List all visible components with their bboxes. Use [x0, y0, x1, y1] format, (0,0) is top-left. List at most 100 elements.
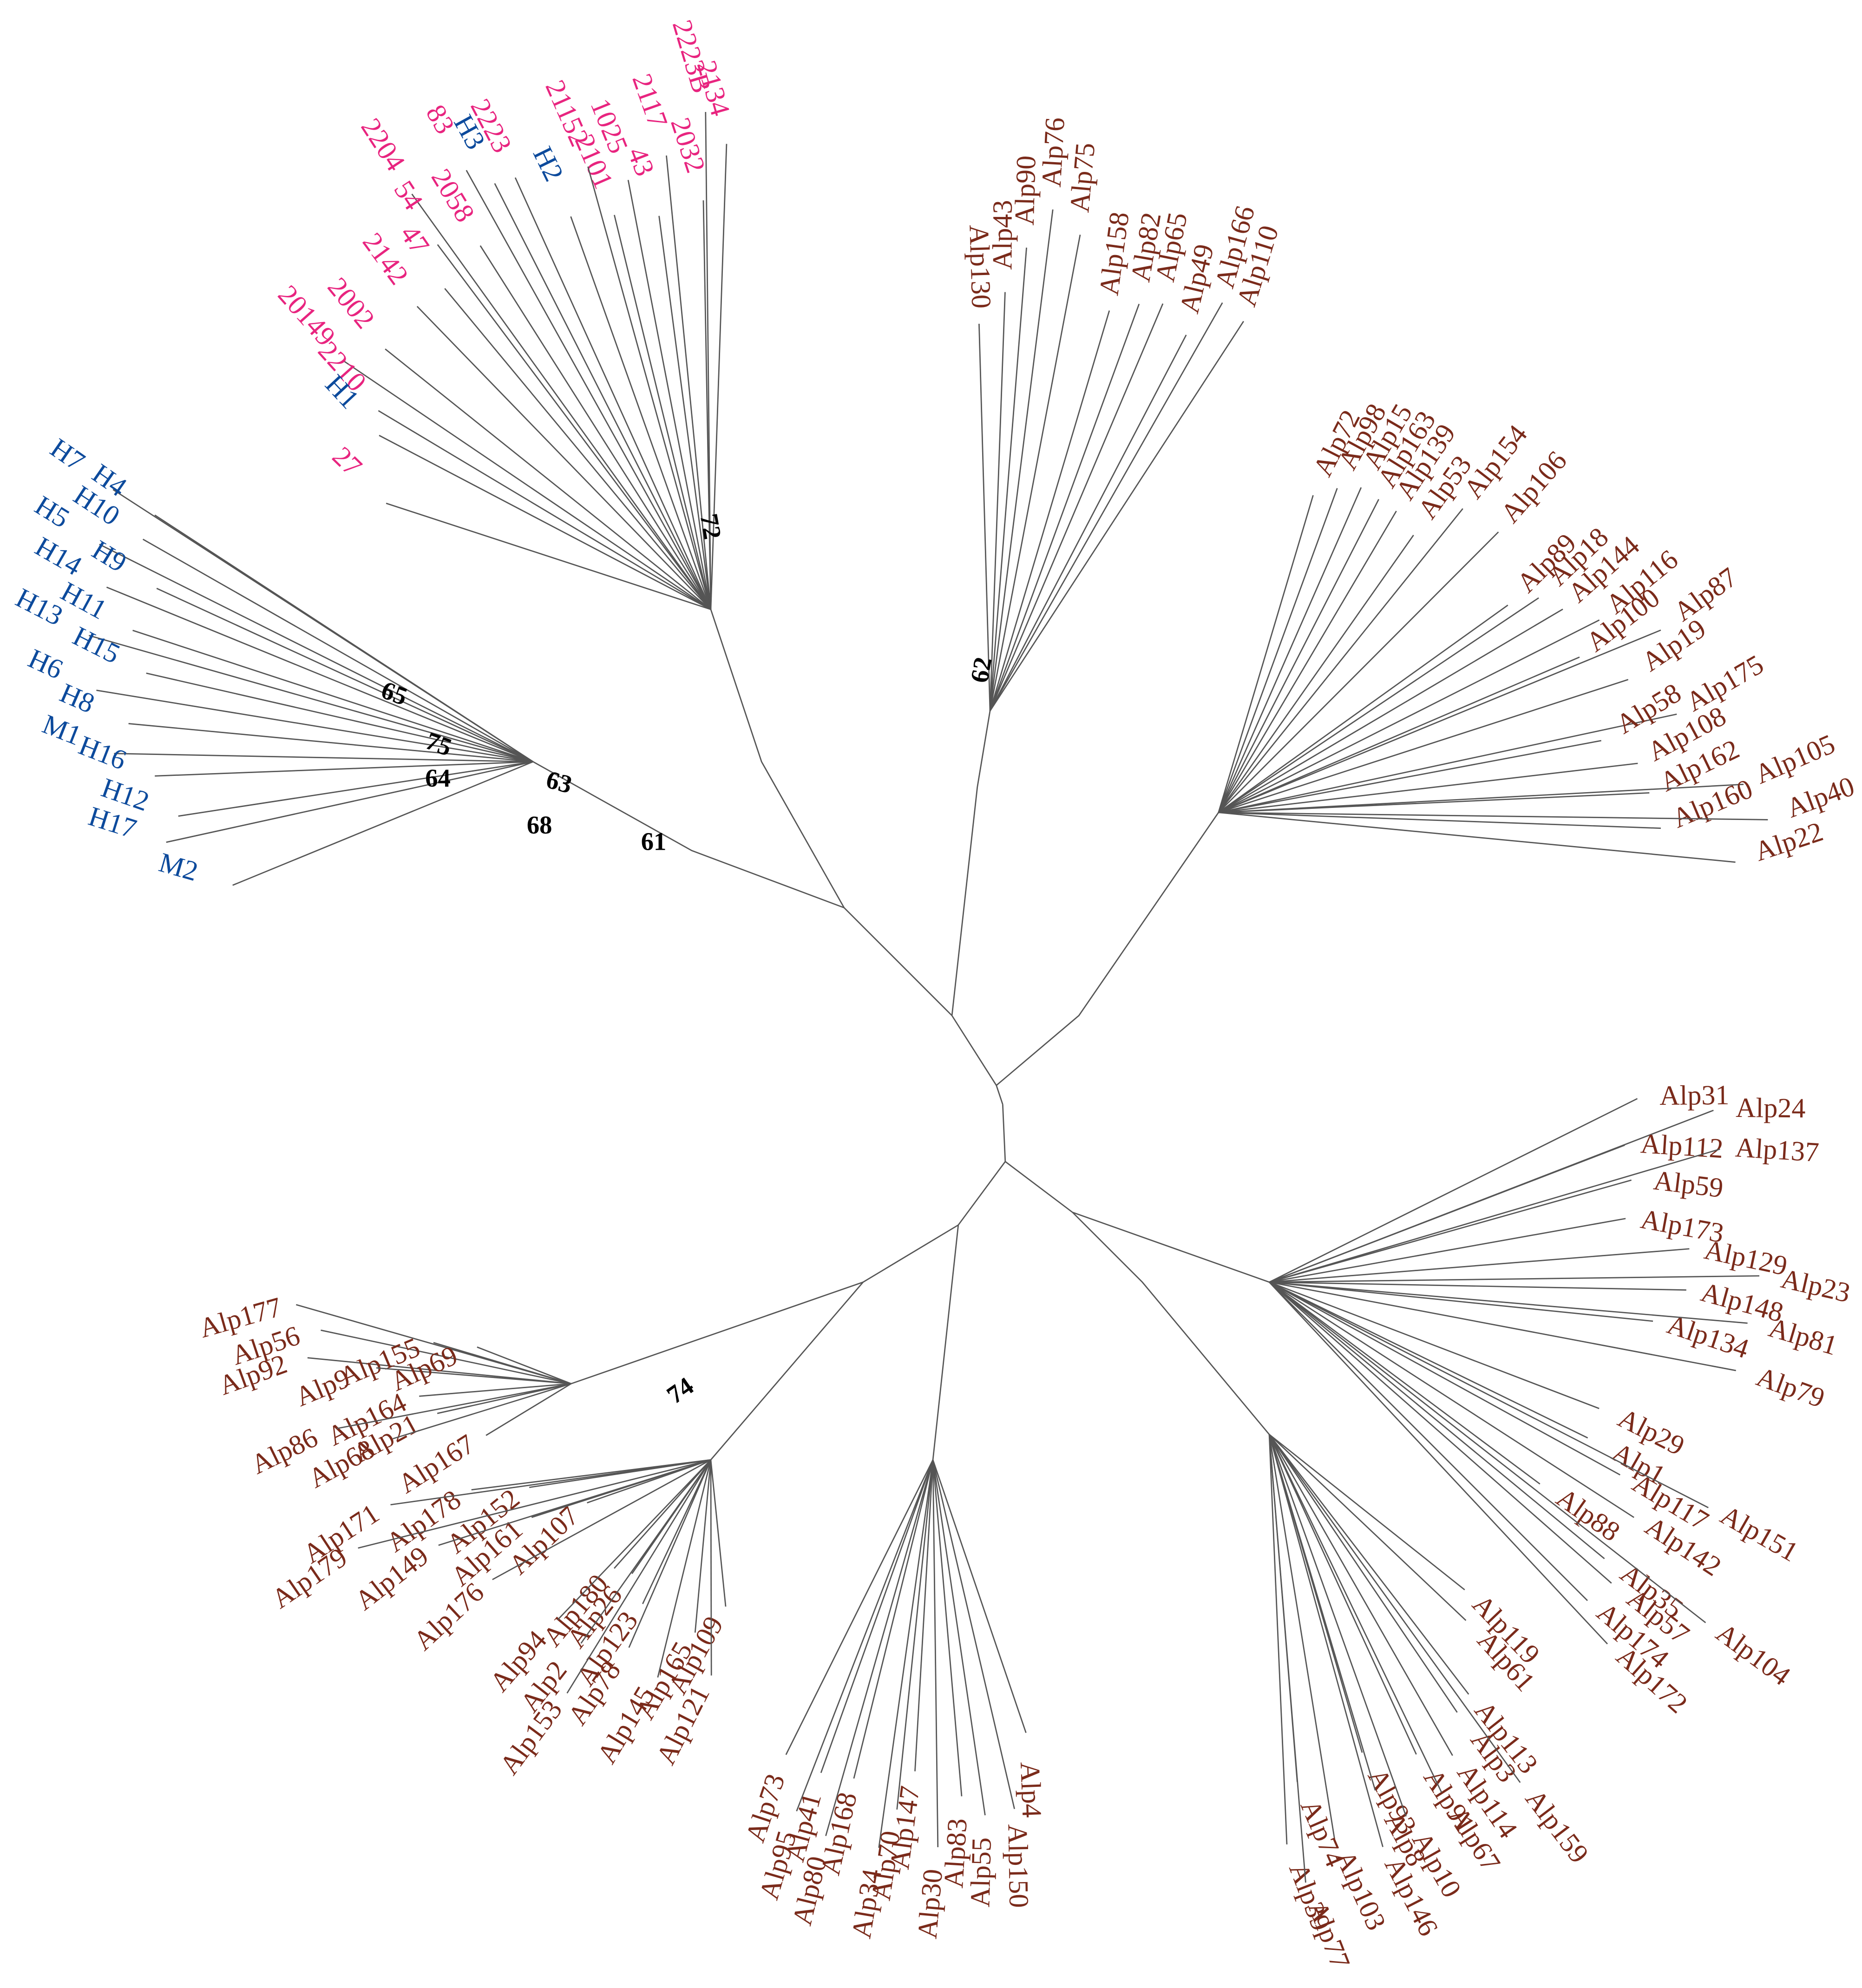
- branch: [514, 177, 712, 610]
- branch: [1218, 604, 1508, 813]
- branch: [989, 310, 1110, 711]
- branch: [1268, 1434, 1376, 1791]
- branch: [1218, 608, 1563, 813]
- branch: [128, 723, 533, 762]
- branch: [702, 200, 712, 610]
- branch: [358, 1459, 711, 1549]
- leaf-label: Alp9: [291, 1362, 354, 1412]
- branch: [485, 1383, 572, 1436]
- branch: [166, 761, 533, 843]
- leaf-label: H16: [74, 730, 131, 776]
- leaf-label: H2: [527, 142, 570, 186]
- branch: [146, 672, 533, 762]
- branch: [437, 1383, 571, 1414]
- leaf-label: 27: [326, 440, 368, 482]
- branch: [587, 166, 712, 610]
- bootstrap-value: 72: [695, 512, 728, 541]
- branch: [657, 1459, 712, 1678]
- branch: [1269, 1281, 1605, 1560]
- leaf-label: M2: [156, 847, 202, 887]
- branch: [853, 1459, 934, 1779]
- branch: [627, 180, 712, 610]
- leaf-label: Alp19: [1636, 613, 1711, 678]
- branch: [989, 209, 1054, 711]
- branch: [1218, 535, 1414, 813]
- branch: [1218, 488, 1338, 813]
- leaf-label: Alp112: [1639, 1128, 1724, 1164]
- branch: [156, 588, 534, 762]
- branch: [1269, 1179, 1632, 1283]
- leaf-label: 2058: [425, 164, 481, 228]
- branch: [1218, 783, 1744, 814]
- branch: [614, 1459, 711, 1569]
- branch: [1218, 762, 1638, 814]
- branch: [1269, 1281, 1541, 1485]
- leaf-label: Alp76: [1036, 117, 1071, 188]
- leaf-label: Alp23: [1778, 1263, 1853, 1309]
- branch: [570, 1281, 864, 1384]
- leaf-label: Alp40: [1783, 771, 1859, 824]
- branch: [914, 1460, 934, 1771]
- branch: [694, 1460, 712, 1633]
- branch: [232, 761, 534, 886]
- branch: [477, 1346, 571, 1384]
- branch: [1268, 1434, 1417, 1755]
- bootstrap-value: 65: [378, 676, 411, 711]
- leaf-label: 2223B: [666, 16, 717, 97]
- branch: [1269, 1281, 1736, 1371]
- leaf-label: Alp130: [963, 224, 997, 309]
- branch: [376, 1367, 571, 1384]
- branch: [705, 112, 712, 610]
- branch: [1218, 629, 1661, 814]
- leaf-label: Alp43: [987, 200, 1018, 269]
- branch: [433, 1342, 571, 1384]
- branch: [978, 323, 991, 711]
- leaf-label: Alp55: [964, 1837, 997, 1908]
- branch: [710, 1224, 959, 1461]
- branch: [1218, 740, 1601, 814]
- branch: [1268, 1434, 1453, 1756]
- branch: [155, 761, 533, 777]
- branch: [1268, 1434, 1521, 1783]
- leaf-label: H14: [30, 531, 87, 582]
- branch: [321, 1329, 571, 1384]
- branch: [438, 1459, 711, 1546]
- branch: [710, 1460, 727, 1607]
- branch: [1269, 1281, 1748, 1324]
- leaf-label: Alp74: [1294, 1795, 1351, 1871]
- branch: [642, 1459, 712, 1604]
- branch: [1269, 1281, 1588, 1601]
- branch: [1218, 812, 1661, 829]
- branch: [337, 1383, 571, 1430]
- branch: [1218, 619, 1600, 814]
- leaf-label: 2204: [355, 113, 412, 177]
- branch: [566, 1459, 712, 1694]
- branch: [132, 630, 533, 762]
- leaf-label: Alp159: [1519, 1784, 1595, 1869]
- branch: [378, 410, 711, 610]
- branch: [1218, 508, 1463, 813]
- leaf-label: H13: [11, 582, 68, 632]
- leaf-label: Alp176: [407, 1577, 490, 1657]
- branch: [1269, 1281, 1653, 1322]
- branch: [796, 1459, 934, 1811]
- leaf-label: Alp151: [1715, 1499, 1803, 1568]
- branch: [1218, 495, 1314, 813]
- branch: [628, 1459, 712, 1648]
- leaf-label: Alp79: [1752, 1361, 1829, 1414]
- branch: [580, 1459, 712, 1644]
- branch: [1218, 713, 1677, 814]
- branch: [1218, 812, 1768, 820]
- leaf-label: 2117: [626, 70, 674, 132]
- branch: [989, 321, 1244, 711]
- branch: [386, 503, 711, 610]
- branch: [989, 302, 1223, 711]
- leaf-label: Alp81: [1765, 1312, 1841, 1362]
- branch: [1269, 1248, 1690, 1283]
- branch: [989, 247, 1027, 711]
- branch: [1269, 1144, 1625, 1283]
- branch: [932, 1161, 1006, 1460]
- leaf-label: Alp59: [1652, 1165, 1725, 1204]
- branch: [307, 1357, 571, 1384]
